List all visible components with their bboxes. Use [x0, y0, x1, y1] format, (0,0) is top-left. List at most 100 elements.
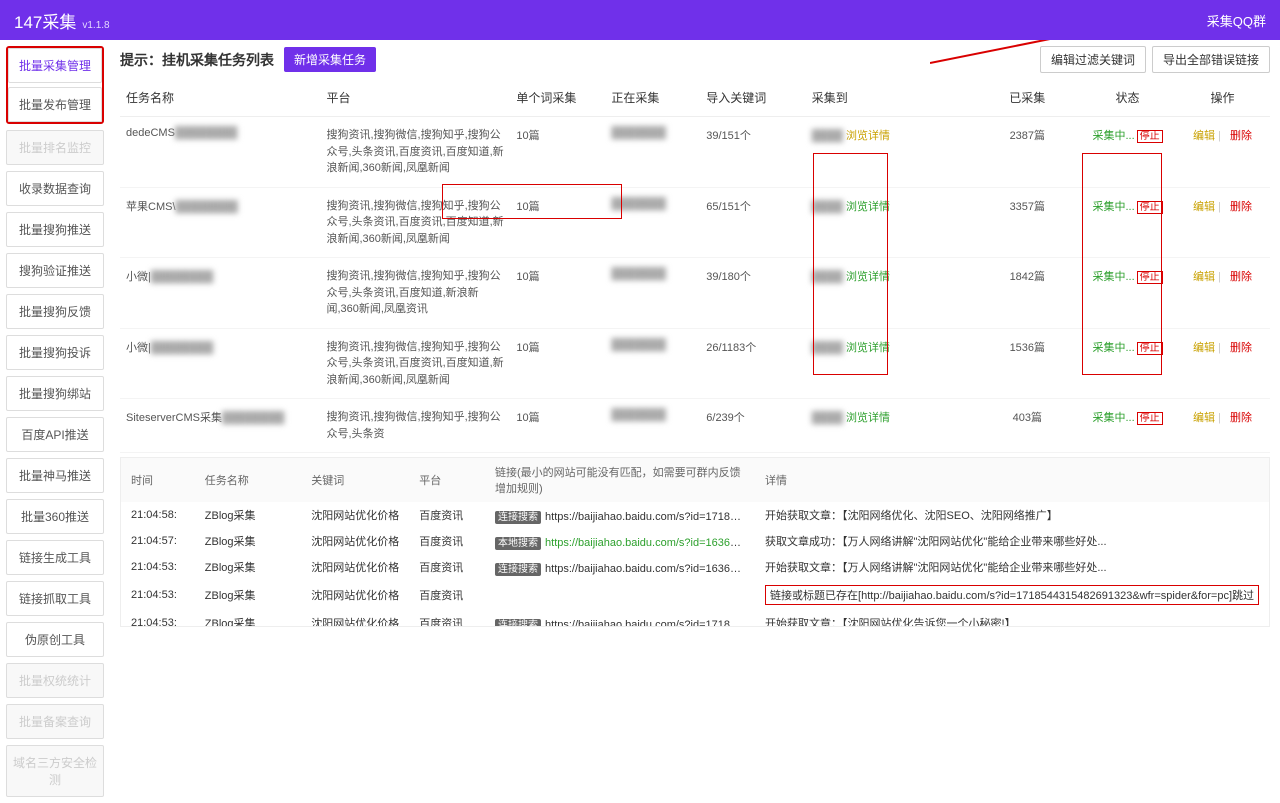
task-status: 采集中...停止	[1080, 399, 1175, 453]
edit-link[interactable]: 编辑	[1193, 130, 1215, 142]
qq-group-link[interactable]: 采集QQ群	[1207, 11, 1266, 30]
task-keywords: 26/1183个	[700, 328, 806, 399]
task-collected: 3357篇	[975, 187, 1081, 258]
task-collect-to: ████ 浏览详情	[806, 258, 975, 329]
log-link: 连接搜索 https://baijiahao.baidu.com/s?id=163…	[485, 554, 755, 580]
brand-title: 147采集	[14, 8, 76, 33]
task-single: 10篇	[510, 328, 605, 399]
task-keywords: 39/180个	[700, 258, 806, 329]
log-detail-highlighted: 链接或标题已存在[http://baijiahao.baidu.com/s?id…	[765, 585, 1259, 605]
log-link: 连接搜索https://baijiahao.baidu.com/s?id=171…	[485, 502, 755, 528]
log-row: 21:04:53:ZBlog采集沈阳网站优化价格百度资讯连接搜索https://…	[121, 554, 1269, 580]
delete-link[interactable]: 删除	[1230, 342, 1252, 354]
log-keyword: 沈阳网站优化价格	[301, 554, 409, 580]
task-row: SiteserverCMS采集████████搜狗资讯,搜狗微信,搜狗知乎,搜狗…	[120, 399, 1270, 453]
task-row: 小微|████████搜狗资讯,搜狗微信,搜狗知乎,搜狗公众号,头条资讯,百度知…	[120, 258, 1270, 329]
stop-badge[interactable]: 停止	[1137, 412, 1163, 425]
log-col-platform: 平台	[409, 458, 485, 502]
task-keywords: 65/151个	[700, 187, 806, 258]
task-single: 10篇	[510, 187, 605, 258]
task-platform: 搜狗资讯,搜狗微信,搜狗知乎,搜狗公众号,头条资讯,百度资讯,百度知道,新浪新闻…	[320, 328, 510, 399]
sidebar-item-8[interactable]: 批量搜狗绑站	[6, 376, 104, 411]
edit-link[interactable]: 编辑	[1193, 271, 1215, 283]
task-op: 编辑 | 删除	[1175, 117, 1270, 188]
log-link	[485, 580, 755, 610]
sidebar-item-9[interactable]: 百度API推送	[6, 417, 104, 452]
sidebar-item-4[interactable]: 批量搜狗推送	[6, 212, 104, 247]
add-task-button[interactable]: 新增采集任务	[284, 47, 376, 72]
stop-badge[interactable]: 停止	[1137, 130, 1163, 143]
filter-keywords-button[interactable]: 编辑过滤关键词	[1040, 46, 1146, 73]
task-row: 苹果CMS\████████搜狗资讯,搜狗微信,搜狗知乎,搜狗公众号,头条资讯,…	[120, 187, 1270, 258]
log-detail: 获取文章成功：【万人网络讲解"沈阳网站优化"能给企业带来哪些好处...	[755, 528, 1269, 554]
sidebar-item-2[interactable]: 批量排名监控	[6, 130, 104, 165]
sidebar-item-3[interactable]: 收录数据查询	[6, 171, 104, 206]
log-url[interactable]: https://baijiahao.baidu.com/s?id=1718547…	[545, 511, 755, 523]
view-detail-link[interactable]: 浏览详情	[846, 271, 890, 283]
task-keywords: 6/239个	[700, 399, 806, 453]
log-time: 21:04:58:	[121, 502, 195, 528]
main-panel: 提示：挂机采集任务列表 新增采集任务 编辑过滤关键词 导出全部错误链接 任务名称…	[110, 40, 1280, 663]
sidebar-item-11[interactable]: 批量360推送	[6, 499, 104, 534]
log-task: ZBlog采集	[195, 554, 301, 580]
delete-link[interactable]: 删除	[1230, 412, 1252, 424]
task-row: dedeCMS████████搜狗资讯,搜狗微信,搜狗知乎,搜狗公众号,头条资讯…	[120, 117, 1270, 188]
log-row: 21:04:57:ZBlog采集沈阳网站优化价格百度资讯本地搜索https://…	[121, 528, 1269, 554]
toolbar: 提示：挂机采集任务列表 新增采集任务 编辑过滤关键词 导出全部错误链接	[120, 46, 1270, 73]
log-row: 21:04:58:ZBlog采集沈阳网站优化价格百度资讯连接搜索https://…	[121, 502, 1269, 528]
sidebar-item-13[interactable]: 链接抓取工具	[6, 581, 104, 616]
task-collect-to: ████ 浏览详情	[806, 187, 975, 258]
task-keywords: 39/151个	[700, 117, 806, 188]
view-detail-link[interactable]: 浏览详情	[846, 201, 890, 213]
task-op: 编辑 | 删除	[1175, 399, 1270, 453]
link-tag: 连接搜索	[495, 563, 541, 576]
delete-link[interactable]: 删除	[1230, 271, 1252, 283]
log-col-task: 任务名称	[195, 458, 301, 502]
task-name: 小微|████████	[120, 258, 320, 329]
sidebar-item-publish-manage[interactable]: 批量发布管理	[8, 87, 102, 122]
sidebar-item-14[interactable]: 伪原创工具	[6, 622, 104, 657]
log-url[interactable]: https://baijiahao.baidu.com/s?id=1718544…	[545, 619, 755, 628]
sidebar-item-collect-manage[interactable]: 批量采集管理	[8, 48, 102, 83]
task-collected: 2387篇	[975, 117, 1081, 188]
export-errors-button[interactable]: 导出全部错误链接	[1152, 46, 1270, 73]
view-detail-link[interactable]: 浏览详情	[846, 412, 890, 424]
sidebar-item-17[interactable]: 域名三方安全检测	[6, 745, 104, 797]
delete-link[interactable]: 删除	[1230, 130, 1252, 142]
task-collected: 1536篇	[975, 328, 1081, 399]
task-running: ███████	[605, 258, 700, 329]
col-name: 任务名称	[120, 79, 320, 117]
sidebar-item-12[interactable]: 链接生成工具	[6, 540, 104, 575]
stop-badge[interactable]: 停止	[1137, 342, 1163, 355]
view-detail-link[interactable]: 浏览详情	[846, 130, 890, 142]
task-collect-to: ████ 浏览详情	[806, 399, 975, 453]
view-detail-link[interactable]: 浏览详情	[846, 342, 890, 354]
sidebar-item-6[interactable]: 批量搜狗反馈	[6, 294, 104, 329]
stop-badge[interactable]: 停止	[1137, 201, 1163, 214]
log-col-link: 链接(最小的网站可能没有匹配，如需要可群内反馈增加规则)	[485, 458, 755, 502]
log-url[interactable]: https://baijiahao.baidu.com/s?id=1636372…	[545, 537, 755, 549]
log-detail: 开始获取文章：【万人网络讲解"沈阳网站优化"能给企业带来哪些好处...	[755, 554, 1269, 580]
delete-link[interactable]: 删除	[1230, 201, 1252, 213]
log-platform: 百度资讯	[409, 554, 485, 580]
sidebar: 批量采集管理 批量发布管理 批量排名监控收录数据查询批量搜狗推送搜狗验证推送批量…	[0, 40, 110, 663]
sidebar-item-5[interactable]: 搜狗验证推送	[6, 253, 104, 288]
edit-link[interactable]: 编辑	[1193, 201, 1215, 213]
edit-link[interactable]: 编辑	[1193, 342, 1215, 354]
log-detail: 链接或标题已存在[http://baijiahao.baidu.com/s?id…	[755, 580, 1269, 610]
col-collected: 已采集	[975, 79, 1081, 117]
sidebar-item-16[interactable]: 批量备案查询	[6, 704, 104, 739]
stop-badge[interactable]: 停止	[1137, 271, 1163, 284]
task-op: 编辑 | 删除	[1175, 187, 1270, 258]
task-running: ███████	[605, 187, 700, 258]
task-op: 编辑 | 删除	[1175, 258, 1270, 329]
edit-link[interactable]: 编辑	[1193, 412, 1215, 424]
sidebar-item-10[interactable]: 批量神马推送	[6, 458, 104, 493]
task-platform: 搜狗资讯,搜狗微信,搜狗知乎,搜狗公众号,头条资	[320, 399, 510, 453]
col-platform: 平台	[320, 79, 510, 117]
sidebar-item-15[interactable]: 批量权统统计	[6, 663, 104, 698]
task-status: 采集中...停止	[1080, 258, 1175, 329]
sidebar-item-7[interactable]: 批量搜狗投诉	[6, 335, 104, 370]
log-task: ZBlog采集	[195, 610, 301, 627]
log-url[interactable]: https://baijiahao.baidu.com/s?id=1636372…	[545, 563, 755, 575]
